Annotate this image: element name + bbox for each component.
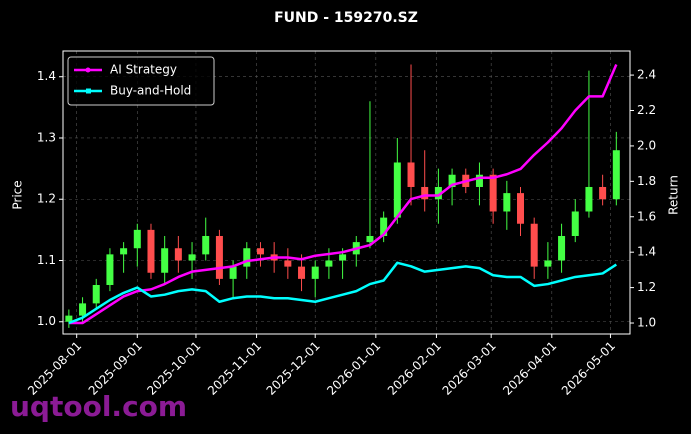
- legend-marker: [86, 88, 91, 94]
- return-line: [68, 261, 617, 325]
- legend-box: [67, 56, 215, 106]
- candle-body: [243, 248, 251, 267]
- watermark: uqtool.com: [10, 390, 187, 423]
- candle-body: [188, 254, 196, 261]
- candle-body: [325, 260, 333, 267]
- y-tick-label: 1.0: [37, 314, 56, 328]
- candle-body: [558, 235, 566, 261]
- candle-body: [229, 266, 237, 279]
- candle-body: [339, 254, 347, 261]
- candle-body: [311, 266, 319, 279]
- candle-body: [503, 193, 511, 212]
- candle-body: [517, 193, 525, 224]
- y-tick-label: 1.1: [37, 253, 56, 267]
- candle-body: [380, 217, 388, 236]
- candle-body: [133, 229, 141, 249]
- candle-body: [448, 174, 456, 187]
- y2-tick-label: 2.2: [637, 103, 656, 117]
- candle-body: [298, 266, 306, 279]
- candle-body: [599, 186, 607, 200]
- candle-body: [530, 223, 538, 267]
- candle-body: [366, 235, 374, 243]
- y-tick-label: 1.4: [37, 69, 56, 83]
- y-tick-label: 1.2: [37, 192, 56, 206]
- legend-marker: [85, 67, 91, 73]
- y-tick-label: 1.3: [37, 130, 56, 144]
- candle-body: [284, 260, 292, 267]
- candle-body: [571, 211, 579, 236]
- plot-area: [65, 63, 620, 328]
- y2-tick-label: 1.8: [637, 174, 656, 188]
- candle-body: [215, 235, 223, 279]
- y2-tick-label: 1.6: [637, 209, 656, 223]
- legend-label: Buy-and-Hold: [110, 84, 191, 98]
- y2-tick-label: 2.0: [637, 138, 656, 152]
- candle-body: [544, 260, 552, 267]
- plot-frame: [62, 50, 631, 335]
- candle-body: [393, 162, 401, 218]
- y2-tick-label: 1.2: [637, 280, 656, 294]
- candle-body: [475, 174, 483, 187]
- candle-body: [434, 186, 442, 200]
- y-axis-label: Price: [11, 180, 25, 209]
- candle-body: [65, 315, 73, 322]
- y2-axis-label: Return: [667, 175, 681, 215]
- y2-tick-label: 1.0: [637, 316, 656, 330]
- candle-body: [161, 248, 169, 273]
- candle-body: [174, 248, 182, 261]
- y2-tick-label: 1.4: [637, 245, 656, 259]
- chart-title: FUND - 159270.SZ: [274, 10, 418, 26]
- legend-label: AI Strategy: [110, 63, 177, 77]
- candle-body: [256, 248, 264, 255]
- candle-body: [421, 186, 429, 200]
- candle-body: [612, 150, 620, 200]
- candle-body: [489, 174, 497, 212]
- candle-body: [92, 284, 100, 304]
- candle-body: [147, 229, 155, 273]
- return-line: [68, 63, 618, 325]
- candle-body: [120, 248, 128, 255]
- candle-body: [106, 254, 114, 285]
- y2-tick-label: 2.4: [637, 68, 656, 82]
- legend: AI Strategy Buy-and-Hold: [67, 56, 215, 106]
- candle-body: [202, 235, 210, 255]
- candle-body: [79, 303, 87, 316]
- candle-body: [585, 186, 593, 212]
- candle-body: [407, 162, 415, 187]
